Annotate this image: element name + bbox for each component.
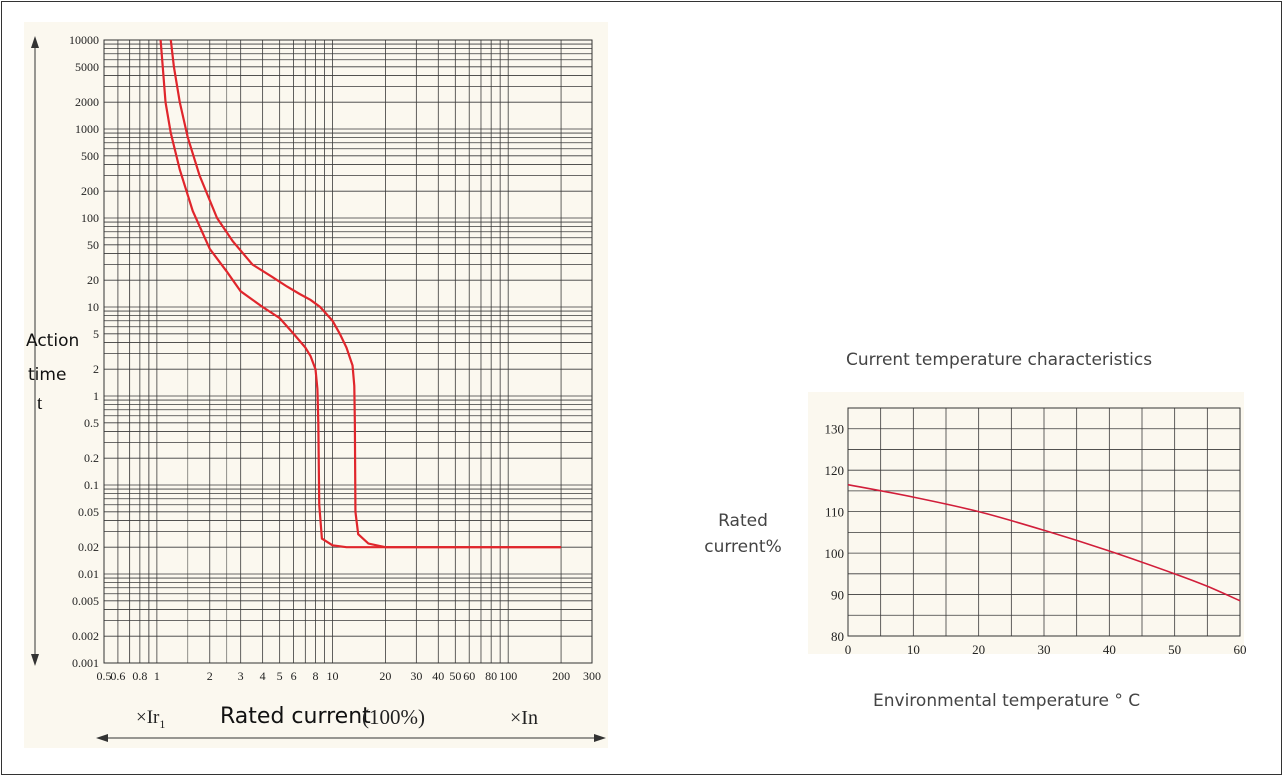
y-tick-label: 200 [81,184,99,198]
temp-x-tick-label: 20 [972,642,985,657]
y-axis-arrow-up-icon [31,36,39,48]
y-tick-label: 0.1 [84,478,99,492]
x-tick-label: 8 [313,669,319,683]
y-tick-label: 10 [87,300,99,314]
y-tick-label: 500 [81,149,99,163]
temp-chart-y-ticks: 80 90 100 110 120 130 [825,422,845,644]
x-tick-label: 0.8 [132,669,147,683]
x-tick-label: 300 [583,669,601,683]
x-tick-label: 2 [207,669,213,683]
x-tick-label: 40 [432,669,444,683]
temp-x-tick-label: 60 [1234,642,1247,657]
x-tick-label: 100 [499,669,517,683]
x-axis-arrow-right-icon [594,734,606,742]
temp-x-tick-label: 50 [1168,642,1181,657]
temp-x-tick-label: 40 [1103,642,1116,657]
temp-y-label-line-2: current% [704,537,782,557]
x-axis-unit: (100%) [362,705,425,729]
plot-border [103,39,593,664]
x-tick-label: 3 [238,669,244,683]
temp-curve-line-1 [847,483,1241,602]
y-tick-label: 1 [93,389,99,403]
temp-chart-grid [847,407,1241,637]
x-tick-label: 0.5 [97,669,112,683]
trip-curve-grid [103,39,593,664]
temp-y-tick-label: 120 [825,463,845,478]
x-tick-label: 4 [260,669,266,683]
temp-x-axis-title: Environmental temperature ° C [873,691,1141,711]
trip-curve-line-2 [169,39,562,549]
temp-chart-series [847,483,1241,602]
x-tick-label: 1 [154,669,160,683]
temp-y-tick-label: 130 [825,422,845,437]
y-tick-label: 2 [93,362,99,376]
y-label-line-2: time [28,365,67,385]
y-tick-label: 1000 [75,122,99,136]
trip-curve-x-ticks: 0.50.6 0.8 1 2 3 4 5 6 8 10 20 30 40 50 60 80 100 200 300 [97,669,602,683]
x-tick-label: 60 [463,669,475,683]
temp-x-tick-label: 30 [1038,642,1051,657]
y-tick-label: 0.01 [78,567,99,581]
y-tick-label: 0.2 [84,451,99,465]
trip-curve-series [159,39,562,549]
y-tick-label: 100 [81,211,99,225]
x-axis-arrow-left-icon [96,734,108,742]
x-tick-label: 6 [291,669,297,683]
y-tick-label: 20 [87,273,99,287]
temp-chart-x-ticks: 0 10 20 30 40 50 60 [845,642,1247,657]
x-tick-label: 5 [277,669,283,683]
x-label-left-multiplier: ×Ir1 [136,707,165,732]
temp-chart-title: Current temperature characteristics [846,350,1153,370]
temp-y-tick-label: 90 [831,588,844,603]
y-axis-arrow-down-icon [31,654,39,666]
y-tick-label: 0.05 [78,505,99,519]
x-tick-label: 20 [379,669,391,683]
y-tick-label: 2000 [75,95,99,109]
x-tick-label: 0.6 [110,669,125,683]
y-tick-label: 10000 [69,33,99,47]
temp-x-tick-label: 10 [907,642,920,657]
trip-curve-y-ticks: 10000 5000 2000 1000 500 200 100 50 20 10 5 2 1 0.5 0.… [69,33,99,670]
y-label-line-1: Action [26,331,80,351]
x-tick-label: 10 [327,669,339,683]
x-tick-label: 80 [485,669,497,683]
y-label-line-3: t [37,393,43,414]
y-tick-label: 50 [87,238,99,252]
y-tick-label: 5000 [75,60,99,74]
x-axis-title: Rated current [220,704,371,729]
y-tick-label: 0.005 [72,594,99,608]
y-tick-label: 0.5 [84,416,99,430]
x-label-left-text: ×Ir [136,707,160,728]
y-tick-label: 0.02 [78,540,99,554]
temp-y-label-line-1: Rated [718,511,768,531]
y-tick-label: 0.002 [72,629,99,643]
y-tick-label: 0.001 [72,656,99,670]
temp-y-tick-label: 110 [825,505,844,520]
x-label-left-subscript: 1 [159,716,166,731]
y-tick-label: 5 [93,327,99,341]
x-tick-label: 30 [410,669,422,683]
temp-plot-border [847,407,1241,637]
x-label-right-multiplier: ×In [510,707,538,729]
x-tick-label: 200 [552,669,570,683]
temp-y-tick-label: 80 [831,629,844,644]
x-tick-label: 50 [449,669,461,683]
temp-y-tick-label: 100 [825,546,845,561]
temp-x-tick-label: 0 [845,642,852,657]
trip-curve-line-1 [159,39,562,549]
